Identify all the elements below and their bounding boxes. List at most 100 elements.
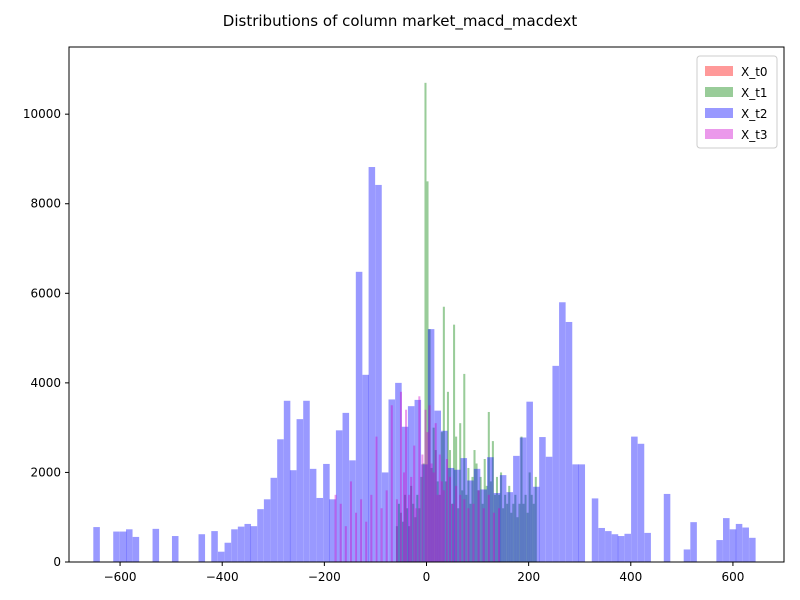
bar-X_t3 <box>430 463 433 562</box>
legend-swatch-X_t3 <box>705 129 733 139</box>
bar-X_t3 <box>448 476 452 562</box>
bar-X_t3 <box>487 494 490 562</box>
legend-swatch-X_t1 <box>705 87 733 97</box>
bar-X_t3 <box>440 481 443 562</box>
legend-label-X_t1: X_t1 <box>741 86 768 100</box>
bar-X_t3 <box>498 508 501 562</box>
bar-X_t1 <box>475 463 478 562</box>
bar-X_t3 <box>477 490 480 562</box>
bar-X_t2 <box>362 374 369 562</box>
bar-X_t3 <box>375 436 378 562</box>
bar-X_t1 <box>528 472 531 562</box>
bar-X_t1 <box>469 503 472 562</box>
bar-X_t3 <box>455 485 458 562</box>
bar-X_t2 <box>152 528 160 562</box>
legend-label-X_t3: X_t3 <box>741 128 768 142</box>
bar-X_t1 <box>508 485 511 562</box>
bar-X_t3 <box>452 503 455 562</box>
x-tick-label: 600 <box>721 570 744 584</box>
bar-X_t3 <box>428 405 431 562</box>
bar-X_t2 <box>637 443 645 562</box>
bar-X_t2 <box>480 489 487 562</box>
bars-layer <box>93 82 756 562</box>
bar-X_t2 <box>723 518 730 562</box>
bar-X_t1 <box>408 526 411 562</box>
bar-X_t1 <box>481 503 484 562</box>
bar-X_t1 <box>446 391 449 562</box>
bar-X_t2 <box>460 458 468 562</box>
bar-X_t3 <box>424 409 427 562</box>
legend-swatch-X_t0 <box>705 66 733 76</box>
bar-X_t2 <box>749 537 756 562</box>
bar-X_t2 <box>93 527 100 562</box>
legend-box <box>696 55 778 149</box>
bar-X_t1 <box>440 432 443 562</box>
y-tick-label: 2000 <box>30 465 61 479</box>
bar-X_t3 <box>482 508 485 562</box>
bar-X_t2 <box>578 464 586 562</box>
bar-X_t2 <box>263 499 271 562</box>
bar-X_t1 <box>485 485 488 562</box>
bar-X_t1 <box>422 463 425 562</box>
bar-X_t1 <box>512 503 515 562</box>
y-tick-label: 8000 <box>30 197 61 211</box>
bar-X_t2 <box>552 365 559 562</box>
bar-X_t2 <box>572 464 579 562</box>
bar-X_t2 <box>126 529 133 562</box>
bar-X_t3 <box>413 445 416 562</box>
bar-X_t2 <box>519 437 527 562</box>
bar-X_t3 <box>418 396 421 562</box>
bar-X_t1 <box>420 476 423 562</box>
bar-X_t3 <box>385 490 388 562</box>
bar-X_t2 <box>559 302 566 562</box>
bar-X_t2 <box>617 536 625 562</box>
bar-X_t1 <box>434 450 437 562</box>
bar-X_t1 <box>414 517 417 562</box>
bar-X_t1 <box>432 427 435 562</box>
bar-X_t1 <box>534 476 537 562</box>
bar-X_t1 <box>418 508 421 562</box>
bar-X_t2 <box>467 480 474 562</box>
bar-X_t2 <box>729 529 737 562</box>
bar-X_t2 <box>565 321 573 562</box>
bar-X_t3 <box>355 512 358 562</box>
bar-X_t2 <box>434 410 442 562</box>
bar-X_t1 <box>487 411 490 562</box>
bar-X_t2 <box>421 464 428 562</box>
bar-X_t3 <box>390 405 393 562</box>
series-X_t2 <box>93 167 756 562</box>
bar-X_t1 <box>436 481 439 562</box>
bar-X_t1 <box>410 485 413 562</box>
bar-X_t1 <box>510 512 513 562</box>
bar-X_t1 <box>438 494 441 562</box>
bar-X_t3 <box>438 454 441 562</box>
bar-X_t2 <box>526 401 533 562</box>
bar-X_t1 <box>500 472 503 562</box>
bar-X_t1 <box>459 423 462 562</box>
bar-X_t1 <box>516 517 519 562</box>
bar-X_t3 <box>339 503 342 562</box>
bar-X_t2 <box>198 534 206 562</box>
bar-X_t3 <box>370 494 373 562</box>
bar-X_t3 <box>472 503 475 562</box>
bar-X_t1 <box>493 494 496 562</box>
series-X_t1 <box>395 82 537 562</box>
bar-X_t2 <box>716 540 723 562</box>
bar-X_t1 <box>518 503 521 562</box>
legend: X_t0 X_t1 X_t2 X_t3 <box>696 55 778 149</box>
bar-X_t2 <box>447 467 455 562</box>
bar-X_t1 <box>479 476 482 562</box>
bar-X_t2 <box>499 475 507 562</box>
bar-X_t2 <box>296 419 304 562</box>
bar-X_t1 <box>463 373 466 562</box>
bar-X_t1 <box>426 181 429 562</box>
bar-X_t2 <box>506 492 514 562</box>
legend-label-X_t2: X_t2 <box>741 107 768 121</box>
bar-X_t2 <box>427 329 435 562</box>
bar-X_t1 <box>424 82 427 562</box>
bar-X_t1 <box>412 503 415 562</box>
bar-X_t3 <box>467 508 470 562</box>
y-tick-label: 10000 <box>23 107 61 121</box>
chart-title: Distributions of column market_macd_macd… <box>223 12 578 31</box>
bar-X_t1 <box>522 503 525 562</box>
